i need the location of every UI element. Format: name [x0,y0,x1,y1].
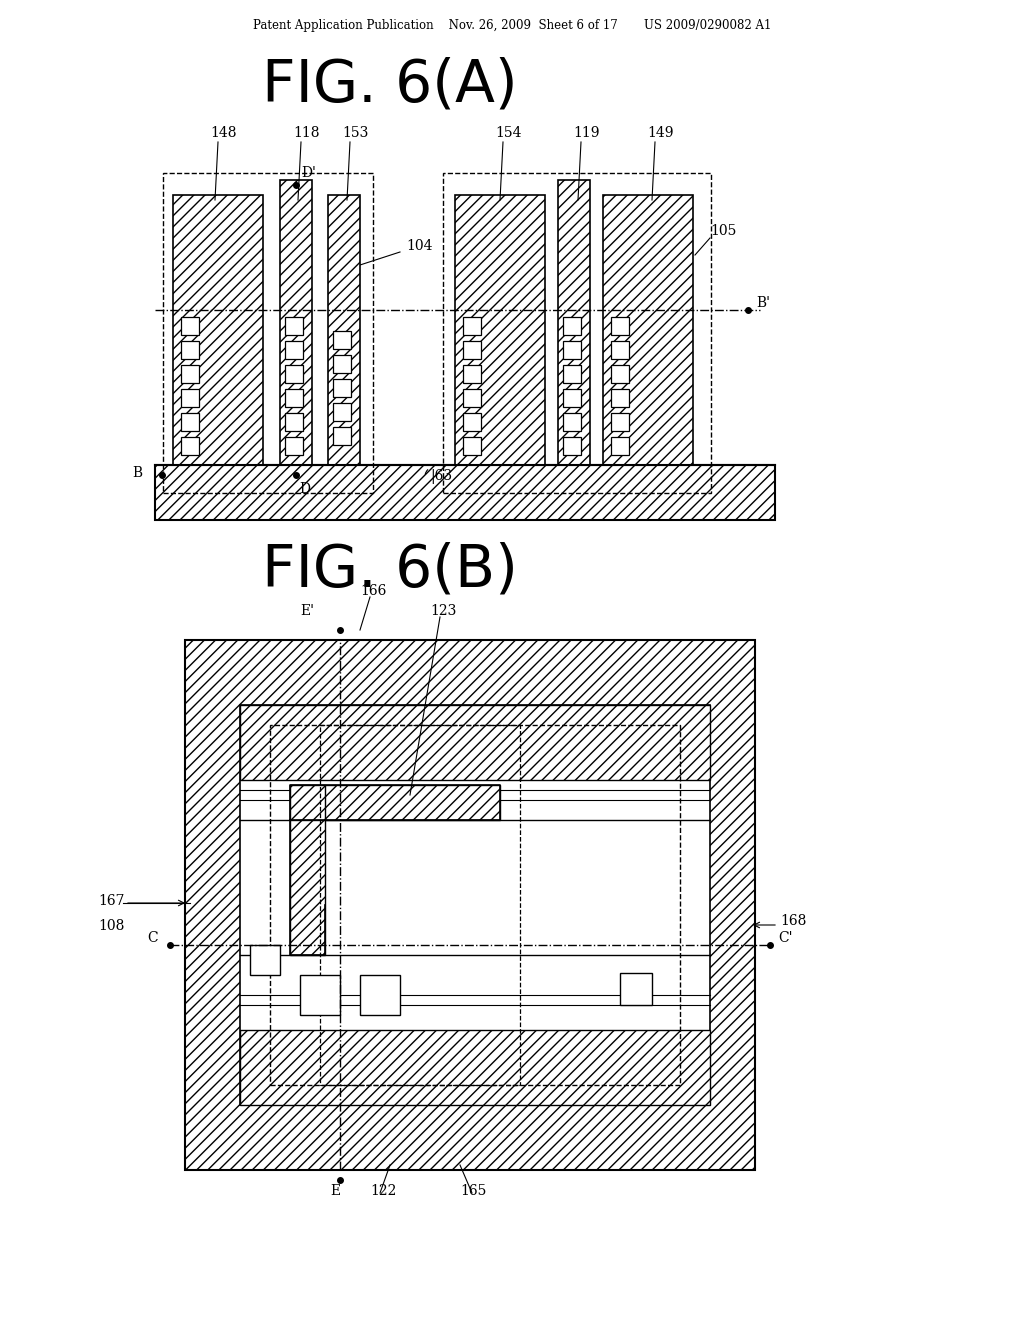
Bar [173,195,263,465]
Bar [240,1030,710,1105]
Text: Patent Application Publication    Nov. 26, 2009  Sheet 6 of 17       US 2009/029: Patent Application Publication Nov. 26, … [253,18,771,32]
Text: 166: 166 [360,583,386,598]
Text: 108: 108 [98,919,125,933]
Bar [163,173,373,492]
Bar [328,195,360,465]
Bar [563,413,581,432]
Bar [181,317,199,335]
Text: |63: |63 [430,469,453,484]
Bar [319,725,520,1085]
Text: 167: 167 [98,894,125,908]
Text: 123: 123 [430,605,457,618]
Bar [611,413,629,432]
Bar [563,317,581,335]
Text: 154: 154 [495,125,521,140]
Bar [181,366,199,383]
Bar [155,465,775,520]
Bar [603,195,693,465]
Bar [290,785,325,954]
Bar [463,341,481,359]
Bar [250,945,280,975]
Text: 104: 104 [406,239,432,253]
Bar [463,389,481,407]
Text: C: C [147,931,158,945]
Text: FIG. 6(A): FIG. 6(A) [262,57,518,114]
Bar [333,379,351,397]
Bar [280,180,312,465]
Text: 118: 118 [293,125,319,140]
Bar [611,341,629,359]
Text: 122: 122 [370,1184,396,1199]
Bar [463,366,481,383]
Bar [285,366,303,383]
Bar [558,180,590,465]
Bar [181,413,199,432]
Bar [185,640,755,1170]
Bar [463,317,481,335]
Bar [270,725,680,1085]
Bar [463,413,481,432]
Bar [181,437,199,455]
Text: E: E [330,1184,340,1199]
Bar [333,331,351,348]
Bar [360,975,400,1015]
Bar [285,389,303,407]
Bar [285,317,303,335]
Bar [240,705,710,780]
Bar [290,785,500,820]
Bar [285,413,303,432]
Bar [333,426,351,445]
Text: 153: 153 [342,125,369,140]
Text: D: D [299,482,310,496]
Text: B': B' [756,296,770,310]
Bar [285,341,303,359]
Bar [181,341,199,359]
Text: E': E' [300,605,314,618]
Bar [463,437,481,455]
Text: C': C' [778,931,793,945]
Bar [611,389,629,407]
Bar [563,366,581,383]
Bar [333,355,351,374]
Text: FIG. 6(B): FIG. 6(B) [262,541,518,598]
Text: B: B [132,466,142,480]
Bar [181,389,199,407]
Text: 148: 148 [210,125,237,140]
Bar [620,973,652,1005]
Bar [563,341,581,359]
Bar [563,437,581,455]
Bar [285,437,303,455]
Text: D': D' [301,166,315,180]
Bar [443,173,711,492]
Text: 168: 168 [780,913,806,928]
Bar [240,705,710,1105]
Bar [455,195,545,465]
Text: 149: 149 [647,125,674,140]
Bar [300,975,340,1015]
Bar [333,403,351,421]
Bar [611,366,629,383]
Text: 165: 165 [460,1184,486,1199]
Text: 119: 119 [573,125,599,140]
Bar [563,389,581,407]
Bar [611,317,629,335]
Bar [611,437,629,455]
Text: 105: 105 [710,224,736,238]
